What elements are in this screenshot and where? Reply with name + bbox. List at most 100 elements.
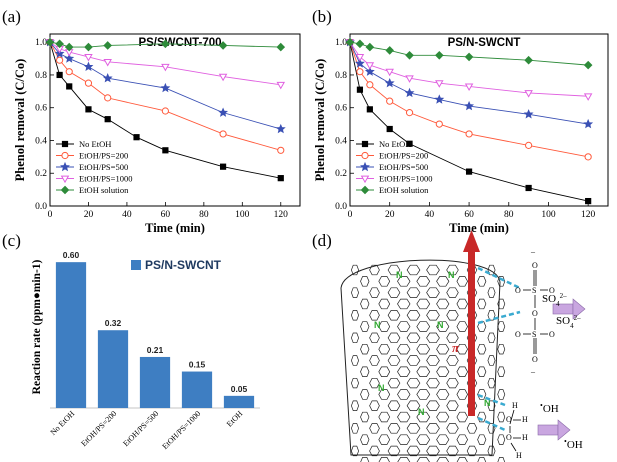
- data-point: [386, 97, 394, 105]
- data-point: [583, 93, 593, 101]
- x-tick-label: 120: [581, 210, 596, 220]
- hexagon: [406, 287, 421, 298]
- y-axis-title: Phenol removal (C/Co): [13, 59, 27, 182]
- hexagon: [360, 321, 370, 332]
- hexagon: [416, 457, 430, 462]
- data-point: [435, 50, 444, 60]
- data-point: [366, 106, 373, 113]
- hexagon: [487, 377, 496, 389]
- plot-frame: [49, 33, 301, 207]
- y-tick-label: 0.4: [335, 136, 347, 146]
- bar-value-label: 0.21: [147, 345, 164, 355]
- y-tick-label: 0.2: [35, 169, 47, 179]
- data-point: [523, 109, 534, 119]
- hexagon: [497, 298, 506, 310]
- hexagon: [416, 434, 431, 445]
- data-point: [524, 55, 533, 65]
- hexagon: [360, 389, 370, 400]
- nitrogen-atom: N: [396, 270, 403, 280]
- hexagon: [497, 321, 506, 332]
- y-tick-label: 0.6: [335, 104, 347, 114]
- hexagon: [456, 321, 469, 332]
- legend-marker: [61, 151, 69, 160]
- hexagon: [378, 411, 391, 423]
- legend-marker: [361, 140, 369, 148]
- hexagon: [369, 287, 380, 298]
- hexagon: [436, 366, 450, 377]
- data-point: [65, 68, 73, 76]
- data-point: [405, 109, 414, 117]
- hexagon: [351, 310, 359, 321]
- hexagon: [446, 400, 459, 411]
- hexagon: [456, 434, 469, 445]
- series-3: [45, 39, 286, 90]
- plot-frame: [349, 33, 609, 207]
- purple-arrow-sulfate: [552, 298, 586, 320]
- data-point: [365, 62, 375, 70]
- data-point: [276, 81, 286, 90]
- nanotube-lattice: N N N N N N N: [340, 259, 506, 462]
- data-point: [525, 141, 533, 149]
- chart-c: 0.60 No EtOH 0.32 EtOH/PS=200 0.21 EtOH/PS=50…: [31, 250, 260, 451]
- tube-outline: [340, 259, 501, 456]
- hexagon: [497, 343, 506, 355]
- hexagon: [426, 287, 440, 298]
- legend-label: No EtOH: [79, 139, 111, 149]
- data-point: [583, 60, 593, 70]
- data-point: [385, 46, 394, 55]
- bar-value-label: 0.32: [105, 318, 122, 328]
- persulfate-o-right1: O: [549, 286, 555, 295]
- hexagon: [387, 287, 401, 298]
- hexagon: [378, 389, 391, 400]
- legend-label: PS/N-SWCNT: [145, 258, 222, 272]
- data-point: [404, 87, 415, 98]
- hexagon: [369, 400, 380, 411]
- panel-label-d: (d): [312, 231, 332, 250]
- sulfate-radical-1: SO42–: [542, 292, 567, 308]
- data-point: [465, 168, 473, 175]
- hexagon: [446, 355, 459, 366]
- hexagon: [446, 377, 459, 389]
- hexagon: [456, 366, 469, 377]
- data-point: [102, 73, 113, 83]
- hexagon: [416, 366, 431, 377]
- hexagon: [456, 389, 469, 400]
- hexagon: [416, 343, 431, 355]
- hexagon: [369, 332, 380, 344]
- hexagon: [466, 423, 478, 434]
- interaction-dashes: [477, 266, 521, 432]
- hexagon: [487, 287, 496, 298]
- legend-label: EtOH solution: [79, 185, 129, 195]
- hexagon: [477, 366, 487, 377]
- data-point: [364, 66, 375, 76]
- hexagon: [397, 321, 411, 332]
- data-point: [104, 94, 112, 102]
- persulfate-o-right2: O: [549, 330, 555, 339]
- data-point: [66, 83, 73, 90]
- data-point: [103, 58, 112, 67]
- series-1: [46, 38, 285, 154]
- data-point: [161, 63, 170, 72]
- nitrogen-atom: N: [418, 407, 425, 417]
- y-tick-label: 1.0: [35, 38, 47, 48]
- y-tick-label: 0.4: [35, 136, 47, 146]
- persulfate-o-bottom: O: [532, 355, 538, 364]
- hexagon: [378, 366, 391, 377]
- legend-label: No EtOH: [379, 139, 411, 149]
- sulfate-radical-2: SO42–: [556, 314, 581, 330]
- hexagon: [378, 298, 391, 310]
- hexagon: [387, 377, 401, 389]
- data-point: [55, 39, 64, 49]
- ethanol-h4: H: [516, 451, 522, 460]
- series-2: [345, 37, 594, 129]
- hexagon: [397, 343, 411, 355]
- hexagon: [406, 423, 421, 434]
- hexagon: [426, 355, 440, 366]
- data-point: [366, 81, 374, 89]
- legend-label: EtOH/PS=500: [379, 162, 428, 172]
- data-point: [133, 134, 140, 141]
- x-tick-label: 0: [48, 210, 53, 220]
- data-point: [435, 80, 444, 88]
- panel-label-b: (b): [312, 7, 332, 26]
- data-point: [464, 100, 475, 111]
